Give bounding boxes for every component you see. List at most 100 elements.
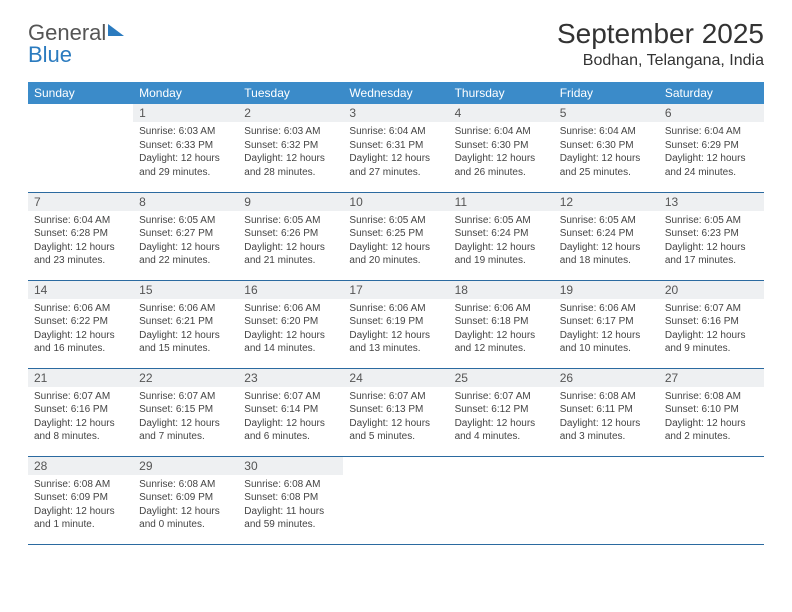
day-body: Sunrise: 6:06 AMSunset: 6:17 PMDaylight:… bbox=[554, 299, 659, 360]
day-body: Sunrise: 6:07 AMSunset: 6:13 PMDaylight:… bbox=[343, 387, 448, 448]
day-line: Daylight: 12 hours and 28 minutes. bbox=[244, 152, 337, 179]
calendar-cell bbox=[449, 456, 554, 544]
day-line: Daylight: 12 hours and 12 minutes. bbox=[455, 329, 548, 356]
day-number: 9 bbox=[238, 193, 343, 211]
calendar-week-row: 28Sunrise: 6:08 AMSunset: 6:09 PMDayligh… bbox=[28, 456, 764, 544]
day-body: Sunrise: 6:07 AMSunset: 6:12 PMDaylight:… bbox=[449, 387, 554, 448]
calendar-cell: 23Sunrise: 6:07 AMSunset: 6:14 PMDayligh… bbox=[238, 368, 343, 456]
calendar-cell: 28Sunrise: 6:08 AMSunset: 6:09 PMDayligh… bbox=[28, 456, 133, 544]
day-line: Daylight: 12 hours and 14 minutes. bbox=[244, 329, 337, 356]
calendar-cell: 10Sunrise: 6:05 AMSunset: 6:25 PMDayligh… bbox=[343, 192, 448, 280]
day-number: 28 bbox=[28, 457, 133, 475]
day-line: Sunrise: 6:08 AM bbox=[139, 478, 232, 492]
day-line: Sunrise: 6:03 AM bbox=[244, 125, 337, 139]
calendar-cell bbox=[28, 104, 133, 192]
calendar-cell: 13Sunrise: 6:05 AMSunset: 6:23 PMDayligh… bbox=[659, 192, 764, 280]
day-body: Sunrise: 6:05 AMSunset: 6:24 PMDaylight:… bbox=[554, 211, 659, 272]
day-line: Sunrise: 6:06 AM bbox=[455, 302, 548, 316]
day-number: 3 bbox=[343, 104, 448, 122]
day-line: Sunrise: 6:06 AM bbox=[349, 302, 442, 316]
day-line: Daylight: 12 hours and 8 minutes. bbox=[34, 417, 127, 444]
day-line: Sunset: 6:27 PM bbox=[139, 227, 232, 241]
day-line: Sunrise: 6:07 AM bbox=[34, 390, 127, 404]
day-line: Sunrise: 6:04 AM bbox=[349, 125, 442, 139]
day-line: Sunset: 6:31 PM bbox=[349, 139, 442, 153]
day-line: Sunrise: 6:05 AM bbox=[139, 214, 232, 228]
day-number: 23 bbox=[238, 369, 343, 387]
day-line: Sunset: 6:15 PM bbox=[139, 403, 232, 417]
calendar-cell: 21Sunrise: 6:07 AMSunset: 6:16 PMDayligh… bbox=[28, 368, 133, 456]
day-line: Daylight: 12 hours and 10 minutes. bbox=[560, 329, 653, 356]
brand-logo: General Blue bbox=[28, 18, 124, 66]
calendar-week-row: 14Sunrise: 6:06 AMSunset: 6:22 PMDayligh… bbox=[28, 280, 764, 368]
day-line: Sunrise: 6:07 AM bbox=[139, 390, 232, 404]
day-line: Sunset: 6:32 PM bbox=[244, 139, 337, 153]
day-line: Daylight: 12 hours and 16 minutes. bbox=[34, 329, 127, 356]
calendar-week-row: 21Sunrise: 6:07 AMSunset: 6:16 PMDayligh… bbox=[28, 368, 764, 456]
day-number: 11 bbox=[449, 193, 554, 211]
day-line: Sunrise: 6:05 AM bbox=[349, 214, 442, 228]
calendar-cell bbox=[554, 456, 659, 544]
day-line: Daylight: 12 hours and 23 minutes. bbox=[34, 241, 127, 268]
day-line: Sunrise: 6:03 AM bbox=[139, 125, 232, 139]
day-line: Sunset: 6:19 PM bbox=[349, 315, 442, 329]
day-line: Daylight: 12 hours and 1 minute. bbox=[34, 505, 127, 532]
day-number: 13 bbox=[659, 193, 764, 211]
day-body: Sunrise: 6:04 AMSunset: 6:31 PMDaylight:… bbox=[343, 122, 448, 183]
day-body: Sunrise: 6:06 AMSunset: 6:21 PMDaylight:… bbox=[133, 299, 238, 360]
day-body: Sunrise: 6:07 AMSunset: 6:14 PMDaylight:… bbox=[238, 387, 343, 448]
calendar-cell: 27Sunrise: 6:08 AMSunset: 6:10 PMDayligh… bbox=[659, 368, 764, 456]
day-line: Daylight: 12 hours and 25 minutes. bbox=[560, 152, 653, 179]
calendar-cell: 19Sunrise: 6:06 AMSunset: 6:17 PMDayligh… bbox=[554, 280, 659, 368]
day-body: Sunrise: 6:08 AMSunset: 6:11 PMDaylight:… bbox=[554, 387, 659, 448]
day-number: 8 bbox=[133, 193, 238, 211]
day-line: Sunrise: 6:07 AM bbox=[349, 390, 442, 404]
day-line: Sunset: 6:18 PM bbox=[455, 315, 548, 329]
day-body: Sunrise: 6:05 AMSunset: 6:24 PMDaylight:… bbox=[449, 211, 554, 272]
day-body: Sunrise: 6:06 AMSunset: 6:20 PMDaylight:… bbox=[238, 299, 343, 360]
calendar-cell: 1Sunrise: 6:03 AMSunset: 6:33 PMDaylight… bbox=[133, 104, 238, 192]
day-line: Sunrise: 6:08 AM bbox=[665, 390, 758, 404]
calendar-cell: 20Sunrise: 6:07 AMSunset: 6:16 PMDayligh… bbox=[659, 280, 764, 368]
day-body: Sunrise: 6:05 AMSunset: 6:23 PMDaylight:… bbox=[659, 211, 764, 272]
day-line: Sunset: 6:08 PM bbox=[244, 491, 337, 505]
day-number: 25 bbox=[449, 369, 554, 387]
day-body: Sunrise: 6:07 AMSunset: 6:15 PMDaylight:… bbox=[133, 387, 238, 448]
day-line: Sunset: 6:16 PM bbox=[665, 315, 758, 329]
day-line: Daylight: 11 hours and 59 minutes. bbox=[244, 505, 337, 532]
day-number: 30 bbox=[238, 457, 343, 475]
day-line: Sunset: 6:16 PM bbox=[34, 403, 127, 417]
day-number: 15 bbox=[133, 281, 238, 299]
day-line: Sunrise: 6:04 AM bbox=[560, 125, 653, 139]
calendar-cell: 18Sunrise: 6:06 AMSunset: 6:18 PMDayligh… bbox=[449, 280, 554, 368]
day-line: Daylight: 12 hours and 17 minutes. bbox=[665, 241, 758, 268]
calendar-cell: 6Sunrise: 6:04 AMSunset: 6:29 PMDaylight… bbox=[659, 104, 764, 192]
day-body: Sunrise: 6:05 AMSunset: 6:27 PMDaylight:… bbox=[133, 211, 238, 272]
day-body: Sunrise: 6:06 AMSunset: 6:22 PMDaylight:… bbox=[28, 299, 133, 360]
day-body: Sunrise: 6:03 AMSunset: 6:33 PMDaylight:… bbox=[133, 122, 238, 183]
day-line: Daylight: 12 hours and 19 minutes. bbox=[455, 241, 548, 268]
day-line: Daylight: 12 hours and 29 minutes. bbox=[139, 152, 232, 179]
day-body: Sunrise: 6:04 AMSunset: 6:28 PMDaylight:… bbox=[28, 211, 133, 272]
day-line: Sunset: 6:09 PM bbox=[34, 491, 127, 505]
day-body: Sunrise: 6:08 AMSunset: 6:10 PMDaylight:… bbox=[659, 387, 764, 448]
day-number: 27 bbox=[659, 369, 764, 387]
calendar-cell: 11Sunrise: 6:05 AMSunset: 6:24 PMDayligh… bbox=[449, 192, 554, 280]
calendar-cell bbox=[659, 456, 764, 544]
day-line: Sunset: 6:09 PM bbox=[139, 491, 232, 505]
day-line: Sunset: 6:24 PM bbox=[560, 227, 653, 241]
calendar-cell: 9Sunrise: 6:05 AMSunset: 6:26 PMDaylight… bbox=[238, 192, 343, 280]
calendar-cell: 7Sunrise: 6:04 AMSunset: 6:28 PMDaylight… bbox=[28, 192, 133, 280]
dow-tue: Tuesday bbox=[238, 82, 343, 104]
day-line: Sunset: 6:10 PM bbox=[665, 403, 758, 417]
day-line: Sunrise: 6:04 AM bbox=[665, 125, 758, 139]
day-line: Daylight: 12 hours and 5 minutes. bbox=[349, 417, 442, 444]
day-line: Daylight: 12 hours and 6 minutes. bbox=[244, 417, 337, 444]
day-line: Sunrise: 6:04 AM bbox=[455, 125, 548, 139]
day-body: Sunrise: 6:06 AMSunset: 6:18 PMDaylight:… bbox=[449, 299, 554, 360]
day-line: Sunset: 6:25 PM bbox=[349, 227, 442, 241]
day-body: Sunrise: 6:05 AMSunset: 6:25 PMDaylight:… bbox=[343, 211, 448, 272]
calendar-cell: 4Sunrise: 6:04 AMSunset: 6:30 PMDaylight… bbox=[449, 104, 554, 192]
day-line: Sunrise: 6:04 AM bbox=[34, 214, 127, 228]
day-line: Sunrise: 6:05 AM bbox=[560, 214, 653, 228]
